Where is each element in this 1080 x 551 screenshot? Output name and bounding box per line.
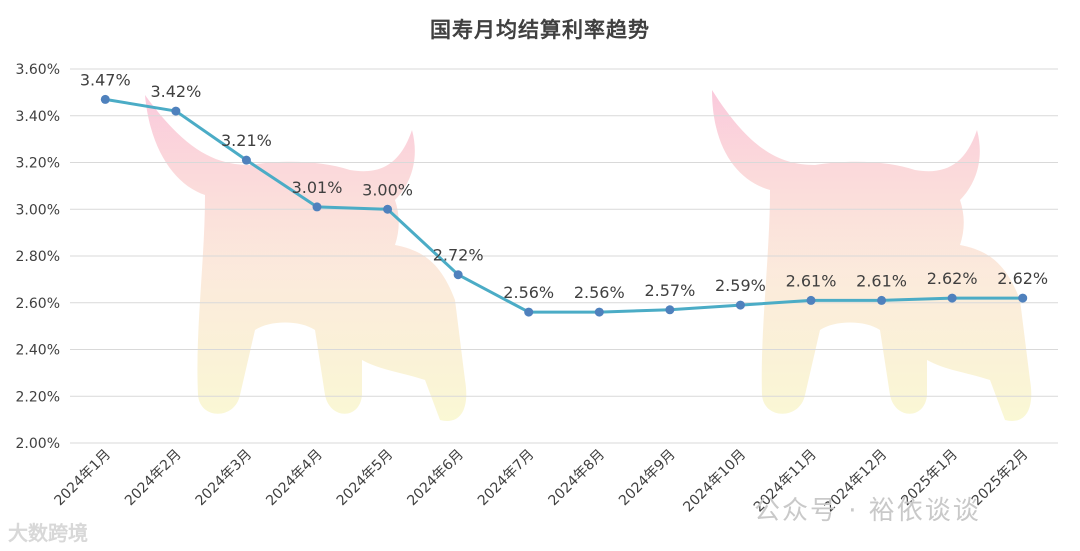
data-label: 3.21% [221,131,272,150]
x-tick-label: 2024年7月 [475,447,538,510]
x-tick-label: 2024年6月 [404,447,467,510]
data-point [100,94,110,104]
x-tick-label: 2024年4月 [263,447,326,510]
watermark-right: 公众号 · 裕依谈谈 [754,496,981,526]
data-point [877,295,887,305]
data-labels: 3.47% 3.42% 3.21% 3.01% 3.00% 2.72% 2.56% 2.56%… [80,70,1048,302]
y-tick-label: 3.40% [16,109,60,125]
y-tick-label: 2.60% [16,296,60,312]
data-point [241,155,251,165]
x-tick-label: 2024年10月 [680,447,749,516]
x-tick-label: 2024年9月 [616,447,679,510]
data-label: 2.72% [433,246,484,265]
bull-watermark-left [145,95,467,421]
series-line [105,97,1023,314]
y-tick-label: 3.00% [16,202,60,218]
x-tick-label: 2024年5月 [334,447,397,510]
y-tick-label: 2.80% [16,249,60,265]
y-tick-label: 2.20% [16,389,60,405]
data-point [524,307,534,317]
chart-title: 国寿月均结算利率趋势 [430,18,650,42]
grid-lines [70,68,1058,444]
data-label: 2.61% [786,271,837,290]
watermark-left: 大数跨境 [8,521,88,545]
data-point [383,204,393,214]
x-tick-label: 2024年1月 [52,447,115,510]
y-tick-label: 2.00% [16,436,60,452]
data-point [453,270,463,280]
data-label: 2.62% [927,269,978,288]
data-label: 3.01% [292,178,343,197]
data-point [1018,293,1028,303]
data-label: 3.42% [150,82,201,101]
bull-watermark-right [712,90,1032,421]
data-point [735,300,745,310]
data-label: 2.56% [574,283,625,302]
x-tick-label: 2024年3月 [193,447,256,510]
data-label: 3.47% [80,70,131,89]
data-label: 2.59% [715,276,766,295]
data-label: 2.56% [503,283,554,302]
data-point [594,307,604,317]
y-tick-label: 3.20% [16,156,60,172]
data-point [665,305,675,315]
data-point [947,293,957,303]
data-point [312,202,322,212]
y-axis-ticks: 2.00% 2.20% 2.40% 2.60% 2.80% 3.00% 3.20% 3.40%… [16,62,60,452]
x-tick-label: 2024年8月 [546,447,609,510]
data-label: 2.57% [644,281,695,300]
y-tick-label: 2.40% [16,343,60,359]
x-tick-label: 2024年2月 [122,447,185,510]
data-label: 2.61% [856,271,907,290]
data-point [171,106,181,116]
series-points [100,94,1028,317]
series-line-path [105,97,1023,314]
data-point [806,295,816,305]
data-label: 3.00% [362,180,413,199]
data-label: 2.62% [997,269,1048,288]
y-tick-label: 3.60% [16,62,60,78]
